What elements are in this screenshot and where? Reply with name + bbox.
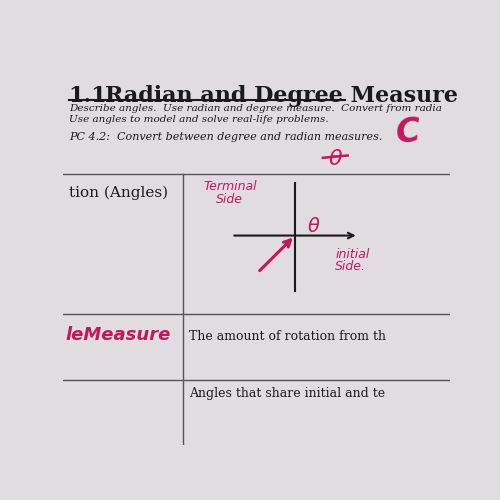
Text: 1.1: 1.1 <box>68 84 108 106</box>
Text: θ: θ <box>308 217 320 236</box>
Text: θ: θ <box>328 148 342 169</box>
Text: The amount of rotation from th: The amount of rotation from th <box>189 330 386 342</box>
Text: Angles that share initial and te: Angles that share initial and te <box>189 387 385 400</box>
Text: leMeasure: leMeasure <box>66 326 171 344</box>
Text: Use angles to model and solve real-life problems.: Use angles to model and solve real-life … <box>68 114 328 124</box>
Text: PC 4.2:  Convert between degree and radian measures.: PC 4.2: Convert between degree and radia… <box>68 132 382 142</box>
Text: Side: Side <box>216 193 243 206</box>
Text: Terminal: Terminal <box>204 180 257 193</box>
Text: tion (Angles): tion (Angles) <box>68 186 168 200</box>
Text: Side.: Side. <box>336 260 366 273</box>
Text: C: C <box>394 116 421 150</box>
Text: Describe angles.  Use radian and degree measure.  Convert from radia: Describe angles. Use radian and degree m… <box>68 104 442 113</box>
Text: initial: initial <box>336 248 370 261</box>
Text: Radian and Degree Measure: Radian and Degree Measure <box>105 84 458 106</box>
